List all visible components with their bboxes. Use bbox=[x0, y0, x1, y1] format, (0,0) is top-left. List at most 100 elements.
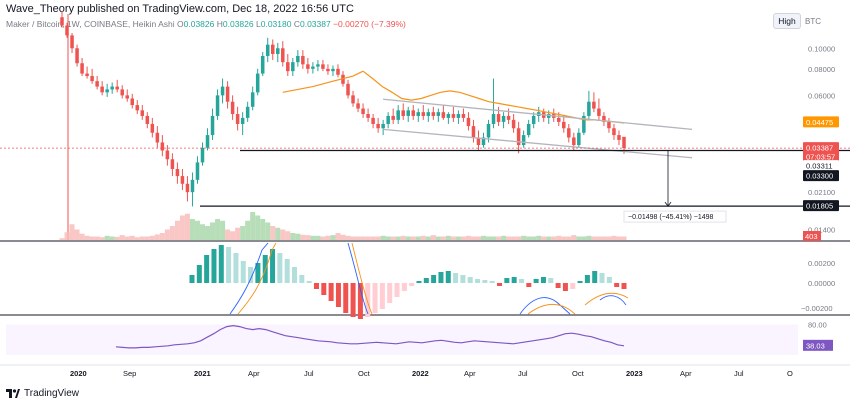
y-tick-label: 0.08000 bbox=[808, 65, 835, 74]
candle-body bbox=[526, 123, 531, 136]
macd-histogram-bar bbox=[540, 277, 546, 283]
macd-histogram-bar bbox=[453, 273, 459, 283]
volume-bar bbox=[184, 213, 190, 240]
macd-histogram-bar bbox=[416, 281, 422, 283]
macd-histogram-bar bbox=[277, 253, 283, 283]
candle-body bbox=[140, 110, 145, 116]
tradingview-icon bbox=[6, 389, 20, 398]
volume-bar bbox=[380, 235, 386, 240]
candle-body bbox=[291, 62, 295, 72]
measure-arrow-head bbox=[664, 201, 672, 207]
macd-histogram-bar bbox=[526, 283, 532, 287]
macd-histogram-bar bbox=[284, 259, 290, 283]
macd-histogram-bar bbox=[218, 245, 224, 283]
volume-bar bbox=[99, 237, 105, 240]
macd-histogram-bar bbox=[423, 278, 429, 283]
candle-body bbox=[486, 123, 491, 138]
candle-body bbox=[461, 114, 466, 118]
candle-body bbox=[145, 115, 150, 124]
volume-bar bbox=[360, 236, 366, 240]
channel-lower-line bbox=[383, 128, 693, 159]
candle-body bbox=[501, 115, 506, 122]
volume-bar bbox=[420, 235, 426, 240]
candle-body bbox=[260, 55, 265, 74]
candle-body bbox=[587, 101, 591, 116]
x-tick-label: Sep bbox=[123, 369, 136, 378]
volume-bar bbox=[531, 236, 537, 240]
price-tag-label: 0.03300 bbox=[806, 172, 833, 181]
volume-bar bbox=[225, 229, 231, 240]
candle-body bbox=[396, 110, 400, 120]
volume-bar bbox=[425, 236, 431, 240]
candle-body bbox=[105, 89, 109, 93]
x-tick-label: 2020 bbox=[70, 369, 87, 378]
candle-body bbox=[321, 64, 325, 69]
candle-body bbox=[316, 64, 320, 67]
rsi-y-tick: 80.00 bbox=[808, 321, 827, 330]
candle-body bbox=[456, 114, 461, 118]
candle-body bbox=[135, 105, 140, 111]
candle-body bbox=[165, 150, 170, 160]
volume-bar bbox=[556, 235, 562, 240]
volume-bar bbox=[330, 235, 336, 240]
x-tick-label: 2023 bbox=[626, 369, 643, 378]
candle-body bbox=[255, 73, 260, 93]
candle-body bbox=[491, 114, 496, 124]
rsi-value-tag: 38.03 bbox=[806, 341, 825, 350]
candle-body bbox=[421, 112, 426, 116]
candle-body bbox=[386, 115, 390, 124]
candle-body bbox=[577, 132, 581, 146]
macd-histogram-bar bbox=[357, 283, 363, 319]
candle-body bbox=[376, 123, 380, 129]
volume-bar bbox=[159, 233, 165, 240]
candle-body bbox=[431, 112, 436, 116]
volume-bar bbox=[390, 236, 396, 240]
volume-bar bbox=[405, 236, 411, 240]
candle-body bbox=[265, 44, 270, 56]
candle-body bbox=[366, 114, 370, 118]
high-value: 0.03826 bbox=[222, 19, 254, 29]
volume-bar bbox=[119, 235, 125, 240]
volume-bar bbox=[355, 236, 361, 240]
publisher-line: Wave_Theory published on TradingView.com… bbox=[6, 3, 354, 15]
tradingview-logo[interactable]: TradingView bbox=[6, 388, 79, 399]
high-toggle-button[interactable]: High bbox=[773, 13, 801, 29]
price-tag-label: 0.04475 bbox=[806, 118, 833, 127]
measure-label-box bbox=[623, 210, 727, 223]
candle-body bbox=[607, 121, 611, 129]
candle-body bbox=[235, 114, 240, 124]
volume-bar bbox=[310, 235, 316, 240]
candle-body bbox=[441, 112, 446, 118]
volume-bar bbox=[611, 235, 617, 240]
volume-bar bbox=[350, 236, 356, 240]
macd-histogram-bar bbox=[562, 283, 568, 291]
candle-body bbox=[331, 68, 335, 72]
candle-body bbox=[471, 126, 476, 138]
candle-body bbox=[551, 114, 556, 118]
volume-bar bbox=[440, 236, 446, 240]
macd-histogram-bar bbox=[570, 283, 576, 289]
macd-histogram-bar bbox=[240, 261, 246, 283]
candle-body bbox=[451, 114, 456, 118]
macd-histogram-bar bbox=[518, 279, 524, 283]
volume-bar bbox=[134, 237, 140, 240]
candle-body bbox=[281, 48, 285, 63]
macd-histogram-bar bbox=[189, 275, 195, 283]
candle-body bbox=[411, 110, 416, 116]
macd-histogram-bar bbox=[431, 275, 437, 283]
candle-body bbox=[336, 68, 340, 75]
candle-body bbox=[110, 86, 114, 90]
candle-body bbox=[481, 137, 486, 146]
candle-body bbox=[371, 117, 375, 124]
volume-bar bbox=[496, 236, 502, 240]
price-tag-label: 0.01805 bbox=[806, 202, 833, 211]
candle-body bbox=[516, 128, 521, 146]
volume-bar bbox=[89, 236, 95, 240]
x-tick-label: Oct bbox=[572, 369, 585, 378]
macd-histogram-bar bbox=[438, 272, 444, 283]
macd-y-tick: 0.00000 bbox=[808, 279, 835, 288]
volume-bar bbox=[270, 226, 276, 240]
candle-body bbox=[125, 95, 129, 99]
volume-bar bbox=[245, 220, 251, 240]
